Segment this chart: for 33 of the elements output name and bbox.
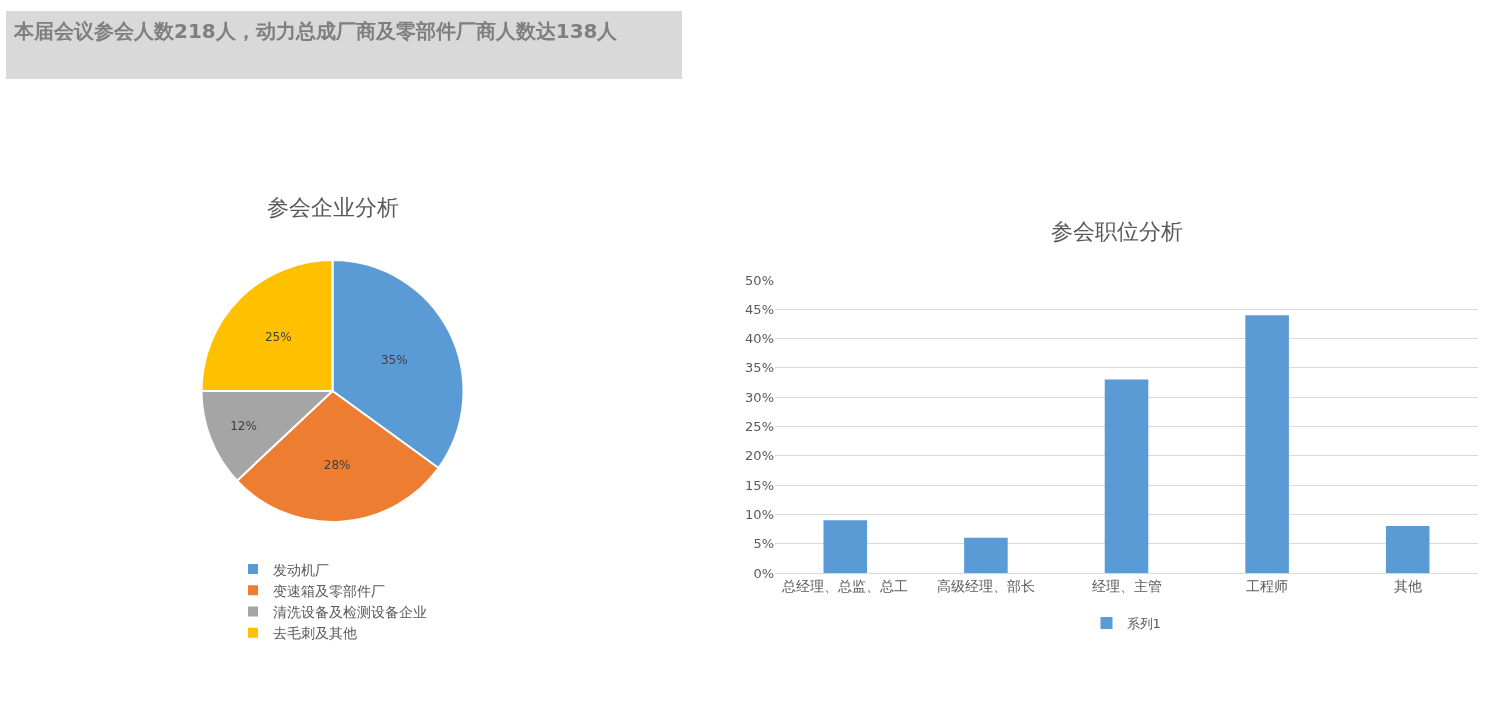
chart-title: 参会企业分析	[266, 194, 399, 220]
legend-label: 系列1	[1126, 616, 1161, 632]
x-tick-label: 总经理、总监、总工	[781, 577, 909, 594]
data-label: 12%	[230, 419, 257, 434]
data-label: 28%	[323, 457, 351, 472]
y-tick-label: 40%	[745, 331, 774, 347]
x-tick-label: 经理、主管	[1091, 577, 1162, 594]
legend-label: 去毛刺及其他	[273, 625, 357, 642]
y-tick-label: 35%	[745, 360, 774, 376]
chart-title: 参会职位分析	[1050, 219, 1183, 245]
legend-label: 清洗设备及检测设备企业	[273, 603, 427, 620]
x-tick-label: 工程师	[1246, 577, 1289, 594]
bar	[1245, 315, 1289, 573]
y-tick-label: 20%	[745, 448, 774, 464]
bar	[1104, 379, 1149, 573]
y-tick-label: 30%	[745, 389, 774, 405]
y-tick-label: 5%	[753, 536, 774, 552]
text: 本届会议参会人数218人，动力总成厂商及零部件厂商人数达138人	[6, 11, 682, 79]
data-label: 25%	[264, 329, 292, 344]
y-tick-label: 45%	[745, 301, 774, 317]
legend-label: 变速箱及零部件厂	[273, 582, 385, 599]
y-tick-label: 50%	[745, 272, 774, 288]
bar	[1385, 526, 1430, 573]
y-tick-label: 10%	[745, 506, 774, 522]
bar	[964, 537, 1008, 573]
y-tick-label: 15%	[745, 477, 774, 493]
legend-label: 发动机厂	[273, 561, 329, 578]
x-tick-label: 高级经理、部长	[936, 577, 1035, 594]
bar	[823, 520, 868, 573]
y-tick-label: 0%	[753, 565, 774, 581]
x-tick-label: 其他	[1393, 577, 1422, 594]
data-label: 35%	[380, 352, 408, 367]
y-tick-label: 25%	[745, 419, 774, 435]
